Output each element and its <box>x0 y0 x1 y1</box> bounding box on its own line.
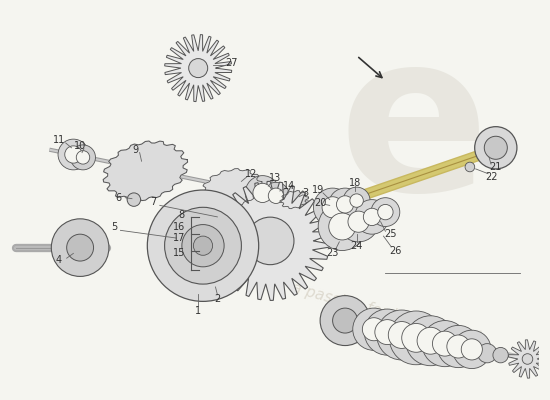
Text: a passion for lamborghini: a passion for lamborghini <box>290 280 481 345</box>
Text: 7: 7 <box>150 198 156 208</box>
Text: 12: 12 <box>245 169 257 179</box>
Circle shape <box>389 311 443 365</box>
Circle shape <box>314 188 352 226</box>
Circle shape <box>350 194 364 207</box>
Circle shape <box>364 309 410 355</box>
Circle shape <box>268 188 284 204</box>
Circle shape <box>422 320 468 367</box>
Circle shape <box>405 316 455 366</box>
Circle shape <box>127 193 141 206</box>
Circle shape <box>329 188 361 221</box>
Circle shape <box>353 308 395 350</box>
Text: 5: 5 <box>112 222 118 232</box>
Text: 19: 19 <box>312 185 324 195</box>
Circle shape <box>245 176 280 210</box>
Circle shape <box>477 344 497 363</box>
Text: 22: 22 <box>485 172 497 182</box>
Circle shape <box>432 331 458 356</box>
Circle shape <box>402 324 431 352</box>
Polygon shape <box>508 340 547 378</box>
Polygon shape <box>211 181 329 300</box>
Circle shape <box>318 202 366 250</box>
Text: 1: 1 <box>195 306 201 316</box>
Text: 25: 25 <box>384 229 397 239</box>
Circle shape <box>76 151 90 164</box>
Circle shape <box>338 202 379 242</box>
Circle shape <box>322 197 343 218</box>
Circle shape <box>65 146 82 163</box>
Text: 17: 17 <box>173 233 185 243</box>
Circle shape <box>182 224 224 267</box>
Circle shape <box>437 325 480 368</box>
Text: 26: 26 <box>389 246 401 256</box>
Polygon shape <box>164 34 232 102</box>
Circle shape <box>147 190 258 301</box>
Circle shape <box>475 127 517 169</box>
Circle shape <box>70 145 96 170</box>
Circle shape <box>58 139 89 170</box>
Text: 27: 27 <box>226 58 238 68</box>
Text: 18: 18 <box>349 178 361 188</box>
Circle shape <box>417 327 444 354</box>
Circle shape <box>329 213 356 240</box>
Polygon shape <box>280 190 309 209</box>
Text: 15: 15 <box>173 248 185 258</box>
Text: 23: 23 <box>326 248 339 258</box>
Circle shape <box>320 296 370 346</box>
Circle shape <box>51 219 109 276</box>
Circle shape <box>522 354 533 364</box>
Circle shape <box>461 339 482 360</box>
Circle shape <box>262 182 289 209</box>
Circle shape <box>362 318 386 341</box>
Text: 6: 6 <box>116 193 122 203</box>
Circle shape <box>364 208 381 226</box>
Circle shape <box>485 136 507 159</box>
Text: 4: 4 <box>56 255 62 265</box>
Text: 8: 8 <box>179 210 185 220</box>
Circle shape <box>375 320 400 344</box>
Circle shape <box>189 58 208 78</box>
Text: 20: 20 <box>314 198 326 208</box>
Polygon shape <box>103 141 188 200</box>
Circle shape <box>343 187 370 214</box>
Circle shape <box>371 198 400 226</box>
Text: 11: 11 <box>53 135 65 145</box>
Text: 14: 14 <box>283 181 295 191</box>
Circle shape <box>388 322 415 348</box>
Polygon shape <box>201 169 262 208</box>
Text: 2: 2 <box>214 294 221 304</box>
Circle shape <box>348 211 369 232</box>
Text: 21: 21 <box>490 162 502 172</box>
Circle shape <box>378 204 393 220</box>
Text: 3: 3 <box>302 188 309 198</box>
Circle shape <box>194 236 213 255</box>
Circle shape <box>67 234 94 261</box>
Circle shape <box>253 183 272 202</box>
Circle shape <box>447 335 470 358</box>
Circle shape <box>453 330 491 368</box>
Circle shape <box>246 217 294 265</box>
Circle shape <box>333 308 358 333</box>
Text: 13: 13 <box>269 174 281 184</box>
Circle shape <box>355 200 389 234</box>
Text: 16: 16 <box>173 222 185 232</box>
Circle shape <box>377 310 427 360</box>
Text: 9: 9 <box>133 145 139 155</box>
Circle shape <box>337 196 354 213</box>
Circle shape <box>493 348 508 363</box>
Text: e: e <box>339 24 490 238</box>
Circle shape <box>465 162 475 172</box>
Circle shape <box>164 207 241 284</box>
Text: 24: 24 <box>350 241 363 251</box>
Text: 10: 10 <box>74 141 86 151</box>
